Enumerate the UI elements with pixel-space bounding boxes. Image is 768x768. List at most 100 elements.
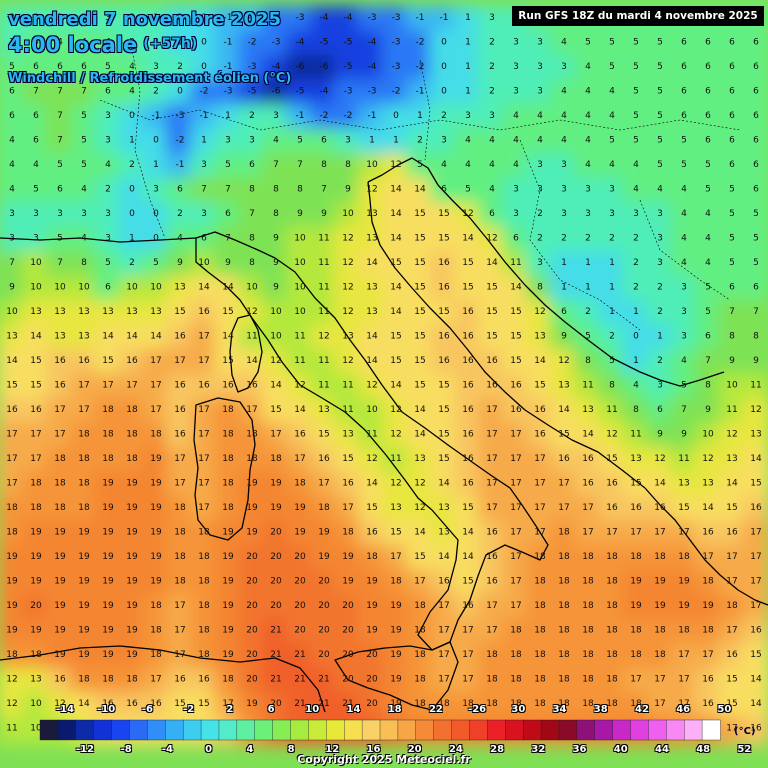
field-cell [742,104,768,133]
scale-swatch [701,719,721,741]
grid-value: 4 [81,185,87,195]
grid-value: 19 [222,552,234,562]
field-cell [94,618,122,647]
grid-value: 4 [81,234,87,244]
field-cell [262,594,290,623]
scale-label-bottom: 40 [613,744,628,755]
field-cell [46,177,74,206]
scale-swatch [487,719,506,741]
field-cell [166,692,194,721]
field-cell [0,275,26,304]
field-cell [310,6,338,35]
grid-value: 5 [657,111,663,121]
grid-value: 7 [297,160,303,170]
grid-value: 19 [126,503,138,513]
field-cell [478,104,506,133]
grid-value: 7 [249,209,255,219]
field-cell [550,398,578,427]
grid-value: 15 [174,307,185,317]
grid-value: 8 [729,332,735,342]
grid-value: 15 [222,307,233,317]
grid-value: 3 [273,111,279,121]
field-cell [190,55,218,84]
grid-value: 10 [342,209,354,219]
grid-value: 8 [81,258,87,268]
grid-value: 6 [81,62,87,72]
field-cell [334,153,362,182]
field-cell [454,447,482,476]
grid-value: 19 [342,552,354,562]
grid-value: 3 [153,62,159,72]
grid-value: 13 [126,307,137,317]
field-cell [718,618,746,647]
grid-value: 20 [246,626,258,636]
field-cell [718,643,746,672]
field-cell [646,373,674,402]
grid-value: 17 [438,675,449,685]
grid-value: 5 [81,160,87,170]
field-cell [94,569,122,598]
grid-value: 3 [681,283,687,293]
grid-value: 11 [318,307,329,317]
scale-swatch [451,719,471,741]
field-cell [22,226,50,255]
field-cell [694,104,722,133]
field-cell [70,373,98,402]
grid-value: 16 [702,699,714,709]
grid-value: 19 [126,479,138,489]
grid-value: 13 [150,307,161,317]
grid-value: 19 [630,577,642,587]
scale-label-bottom: 28 [490,744,505,755]
field-cell [382,104,410,133]
grid-value: 10 [78,283,90,293]
field-cell [718,422,746,451]
grid-value: 17 [510,528,521,538]
field-cell [574,349,602,378]
grid-value: 6 [729,62,735,72]
grid-value: -3 [392,13,401,23]
field-cell [670,692,698,721]
grid-value: 18 [198,528,210,538]
field-cell [238,128,266,157]
grid-value: 2 [657,283,663,293]
field-cell [190,79,218,108]
grid-value: 18 [582,626,594,636]
grid-value: 16 [462,405,474,415]
field-cell [406,349,434,378]
grid-value: 13 [750,430,761,440]
field-cell [454,104,482,133]
field-cell [646,177,674,206]
grid-value: 4 [129,87,135,97]
field-cell [406,79,434,108]
field-cell [430,226,458,255]
grid-value: 0 [201,13,207,23]
grid-value: 18 [534,577,546,587]
field-cell [214,569,242,598]
grid-value: 5 [57,160,63,170]
grid-value: 18 [606,675,618,685]
field-cell [334,569,362,598]
grid-value: -3 [392,62,401,72]
field-cell [622,643,650,672]
grid-value: 11 [342,381,353,391]
field-cell [502,128,530,157]
field-cell [406,324,434,353]
field-cell [718,398,746,427]
grid-value: 6 [729,136,735,146]
grid-value: 3 [441,136,447,146]
field-cell [310,398,338,427]
grid-value: 18 [558,699,570,709]
field-cell [166,226,194,255]
field-cell [718,55,746,84]
field-cell [646,398,674,427]
field-cell [622,594,650,623]
field-cell [214,104,242,133]
field-cell [142,594,170,623]
field-cell [670,471,698,500]
field-cell [22,545,50,574]
field-cell [670,422,698,451]
grid-value: 14 [414,185,426,195]
field-cell [358,226,386,255]
field-cell [574,275,602,304]
grid-value: 4 [681,234,687,244]
